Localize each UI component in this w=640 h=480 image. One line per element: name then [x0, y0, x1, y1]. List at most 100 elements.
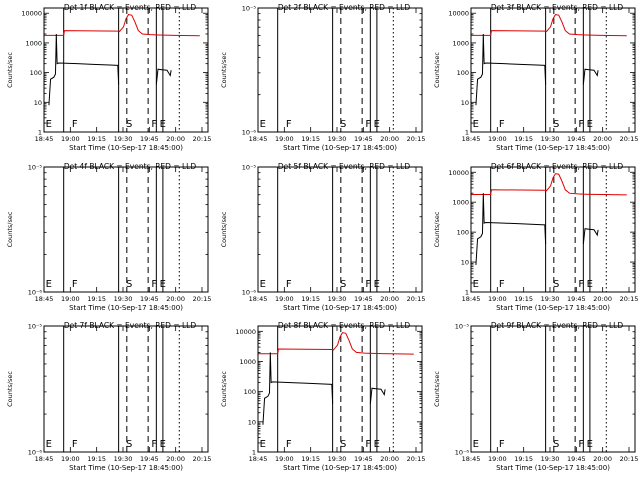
- x-tick-label: 20:00: [380, 295, 399, 303]
- event-marker-label: E: [473, 119, 479, 130]
- x-tick-label: 19:15: [514, 135, 533, 143]
- event-marker-label: S: [340, 439, 346, 450]
- events-series-line: [475, 33, 547, 106]
- event-marker-label: S: [340, 119, 346, 130]
- events-series-line: [48, 33, 120, 106]
- y-tick-label: 10⁻⁵: [242, 164, 257, 172]
- x-tick-label: 20:15: [620, 455, 639, 463]
- y-tick-label: 10⁻⁵: [242, 5, 257, 13]
- event-marker-label: F: [72, 119, 78, 130]
- chart-panel-5: 10⁻⁶ 10⁻⁵ 18:45 19:00 19:15 19:30 19:45 20:00 20…: [220, 162, 425, 312]
- x-tick-label: 19:00: [61, 455, 80, 463]
- event-marker-label: E: [46, 279, 52, 290]
- x-tick-label: 20:00: [380, 135, 399, 143]
- chart-panel-3: 1 10 100 1000 10000 18:45 19:00 19:15 19:30 19:45…: [433, 3, 638, 152]
- event-marker-label: E: [260, 119, 266, 130]
- events-series-line: [582, 228, 599, 245]
- event-marker-label: E: [374, 279, 380, 290]
- x-tick-label: 20:15: [407, 295, 426, 303]
- event-marker-label: E: [160, 279, 166, 290]
- y-tick-label: 10⁻⁵: [28, 323, 43, 331]
- x-tick-label: 19:30: [541, 135, 560, 143]
- event-marker-label: E: [587, 279, 593, 290]
- y-tick-label: 1: [465, 129, 469, 137]
- x-tick-label: 20:00: [593, 135, 612, 143]
- x-axis-label: Start Time (10-Sep-17 18:45:00): [283, 304, 397, 312]
- x-tick-label: 19:30: [541, 455, 560, 463]
- event-marker-label: E: [473, 439, 479, 450]
- y-tick-label: 10⁻⁵: [455, 323, 470, 331]
- chart-panel-2: 10⁻⁶ 10⁻⁵ 18:45 19:00 19:15 19:30 19:45 20:00 20…: [220, 3, 425, 152]
- chart-panel-4: 10⁻⁶ 10⁻⁵ 18:45 19:00 19:15 19:30 19:45 20:00 20…: [6, 162, 211, 312]
- x-tick-label: 19:15: [87, 295, 106, 303]
- chart-panel-6: 1 10 100 1000 10000 18:45 19:00 19:15 19:30 19:45…: [433, 162, 638, 312]
- x-tick-label: 19:45: [354, 295, 373, 303]
- x-tick-label: 19:00: [61, 135, 80, 143]
- plot-frame: [257, 166, 423, 293]
- chart-title: Det 8f BLACK = Events, RED = LLD: [278, 321, 411, 330]
- x-tick-label: 19:00: [275, 135, 294, 143]
- y-tick-label: 10: [461, 99, 469, 107]
- x-tick-label: 18:45: [462, 455, 481, 463]
- event-marker-label: E: [160, 439, 166, 450]
- plot-frame: [257, 7, 423, 133]
- event-marker-label: E: [46, 119, 52, 130]
- events-series-line: [582, 68, 599, 85]
- x-tick-label: 19:15: [87, 135, 106, 143]
- y-tick-label: 10: [248, 418, 256, 426]
- y-tick-label: 1000: [452, 199, 469, 207]
- y-tick-label: 10000: [448, 10, 469, 18]
- event-marker-label: S: [126, 119, 132, 130]
- event-marker-label: S: [553, 439, 559, 450]
- x-tick-label: 20:15: [620, 135, 639, 143]
- x-tick-label: 20:00: [166, 455, 185, 463]
- x-tick-label: 18:45: [249, 455, 268, 463]
- event-marker-label: F: [151, 439, 157, 450]
- y-tick-label: 1000: [25, 39, 42, 47]
- event-marker-label: F: [365, 279, 371, 290]
- lld-series-line: [471, 173, 627, 196]
- event-marker-label: S: [553, 119, 559, 130]
- x-tick-label: 19:15: [514, 295, 533, 303]
- chart-panel-7: 10⁻⁶ 10⁻⁵ 18:45 19:00 19:15 19:30 19:45 20:00 20…: [6, 321, 211, 472]
- event-marker-label: F: [286, 119, 292, 130]
- event-marker-label: E: [46, 439, 52, 450]
- x-tick-label: 18:45: [462, 295, 481, 303]
- x-tick-label: 18:45: [249, 295, 268, 303]
- x-axis-label: Start Time (10-Sep-17 18:45:00): [283, 144, 397, 152]
- lld-series-line: [258, 332, 414, 355]
- y-axis-label: Counts/sec: [433, 52, 441, 88]
- y-tick-label: 1000: [239, 358, 256, 366]
- event-marker-label: S: [126, 439, 132, 450]
- y-axis-label: Counts/sec: [220, 371, 228, 407]
- x-axis-label: Start Time (10-Sep-17 18:45:00): [496, 144, 610, 152]
- event-marker-label: S: [340, 279, 346, 290]
- x-tick-label: 20:00: [166, 295, 185, 303]
- event-marker-label: F: [151, 279, 157, 290]
- x-tick-label: 19:45: [567, 135, 586, 143]
- y-tick-label: 10: [461, 259, 469, 267]
- y-axis-label: Counts/sec: [433, 211, 441, 247]
- y-tick-label: 10⁻⁶: [242, 289, 257, 297]
- x-tick-label: 20:15: [620, 295, 639, 303]
- event-marker-label: F: [578, 279, 584, 290]
- chart-panel-9: 10⁻⁶ 10⁻⁵ 18:45 19:00 19:15 19:30 19:45 20:00 20…: [433, 321, 638, 472]
- x-tick-label: 19:00: [275, 295, 294, 303]
- event-marker-label: E: [587, 119, 593, 130]
- y-tick-label: 10⁻⁶: [28, 449, 43, 457]
- x-tick-label: 20:15: [193, 135, 212, 143]
- event-marker-label: E: [160, 119, 166, 130]
- x-tick-label: 18:45: [35, 295, 54, 303]
- x-axis-label: Start Time (10-Sep-17 18:45:00): [69, 464, 183, 472]
- event-marker-label: S: [126, 279, 132, 290]
- event-marker-label: E: [260, 439, 266, 450]
- x-tick-label: 20:15: [407, 135, 426, 143]
- x-axis-label: Start Time (10-Sep-17 18:45:00): [69, 304, 183, 312]
- x-tick-label: 19:15: [514, 455, 533, 463]
- plot-frame: [470, 325, 636, 453]
- x-tick-label: 19:30: [114, 455, 133, 463]
- x-tick-label: 18:45: [462, 135, 481, 143]
- y-tick-label: 10⁻⁶: [242, 129, 257, 137]
- x-tick-label: 19:30: [328, 135, 347, 143]
